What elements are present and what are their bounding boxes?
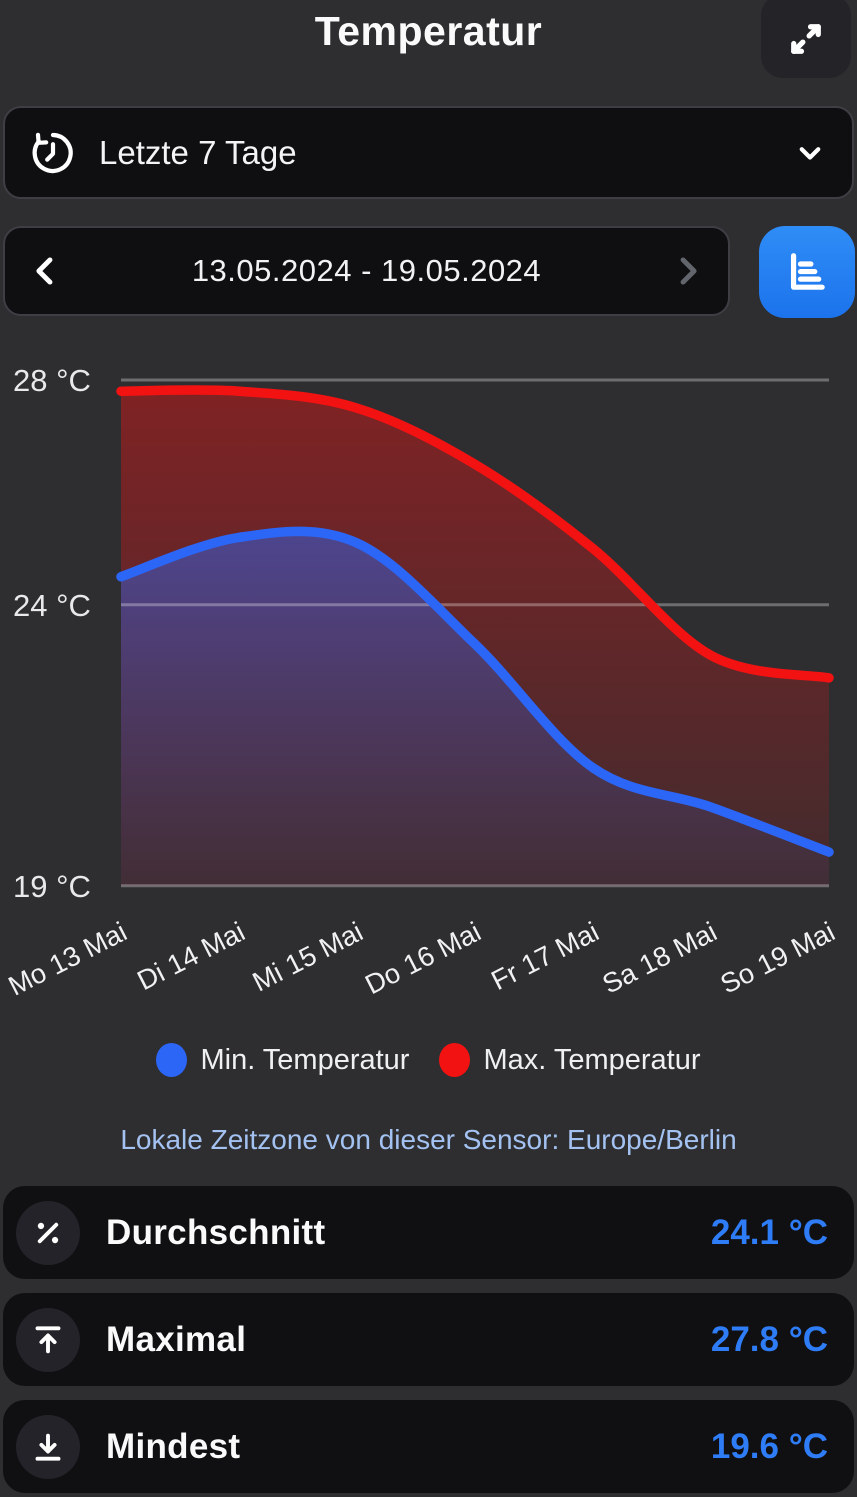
stat-label-average: Durchschnitt xyxy=(106,1212,326,1252)
history-icon xyxy=(32,132,73,173)
svg-text:19 °C: 19 °C xyxy=(13,869,91,904)
expand-icon xyxy=(791,23,821,54)
svg-text:So 19 Mai: So 19 Mai xyxy=(715,916,839,1000)
legend-dot-min-icon xyxy=(156,1043,188,1077)
stat-value-average: 24.1 °C xyxy=(710,1212,828,1252)
chevron-right-icon xyxy=(680,257,697,285)
legend-item-max: Max. Temperatur xyxy=(439,1043,701,1077)
legend-item-min: Min. Temperatur xyxy=(156,1043,409,1077)
date-range-label: 13.05.2024 - 19.05.2024 xyxy=(191,253,542,288)
percent-icon xyxy=(37,1222,59,1243)
next-period-button[interactable] xyxy=(668,249,706,293)
svg-text:Do 16 Mai: Do 16 Mai xyxy=(360,916,486,1001)
stat-label-maximum: Maximal xyxy=(106,1319,247,1359)
svg-text:Fr 17 Mai: Fr 17 Mai xyxy=(486,916,604,996)
stat-label-minimum: Mindest xyxy=(106,1426,241,1466)
bar-chart-icon xyxy=(790,253,825,290)
stat-row-minimum: Mindest 19.6 °C xyxy=(3,1400,854,1493)
temperature-chart: 28 °C 24 °C 19 °C Mo 13 Mai Di 14 Mai Mi 15 M… xyxy=(0,350,857,1012)
svg-text:Sa 18 Mai: Sa 18 Mai xyxy=(597,916,721,1000)
time-range-label: Letzte 7 Tage xyxy=(99,133,297,171)
time-range-select[interactable]: Letzte 7 Tage xyxy=(3,106,854,199)
timezone-note: Lokale Zeitzone von dieser Sensor: Europ… xyxy=(120,1124,737,1155)
stat-row-average: Durchschnitt 24.1 °C xyxy=(3,1186,854,1279)
date-navigator-row: 13.05.2024 - 19.05.2024 xyxy=(3,226,855,318)
svg-text:Mo 13 Mai: Mo 13 Mai xyxy=(3,916,131,1002)
chart-type-button[interactable] xyxy=(759,226,855,318)
stat-value-maximum: 27.8 °C xyxy=(710,1319,828,1359)
arrow-up-to-line-icon xyxy=(35,1325,61,1353)
legend-label-min: Min. Temperatur xyxy=(200,1043,410,1076)
svg-text:24 °C: 24 °C xyxy=(13,588,91,623)
svg-text:Mi 15 Mai: Mi 15 Mai xyxy=(247,916,367,998)
page-title: Temperatur xyxy=(314,8,543,54)
stat-row-maximum: Maximal 27.8 °C xyxy=(3,1293,854,1386)
legend-label-max: Max. Temperatur xyxy=(483,1043,701,1076)
chart-legend: Min. Temperatur Max. Temperatur xyxy=(0,1043,857,1077)
legend-dot-max-icon xyxy=(439,1043,471,1077)
chevron-down-icon xyxy=(799,146,821,160)
svg-text:Di 14 Mai: Di 14 Mai xyxy=(132,916,250,996)
chevron-left-icon xyxy=(36,257,53,285)
prev-period-button[interactable] xyxy=(27,249,65,293)
svg-text:28 °C: 28 °C xyxy=(13,363,91,398)
date-navigator: 13.05.2024 - 19.05.2024 xyxy=(3,226,730,316)
arrow-down-to-line-icon xyxy=(35,1433,61,1461)
stat-value-minimum: 19.6 °C xyxy=(710,1426,828,1466)
expand-button[interactable] xyxy=(761,0,851,78)
